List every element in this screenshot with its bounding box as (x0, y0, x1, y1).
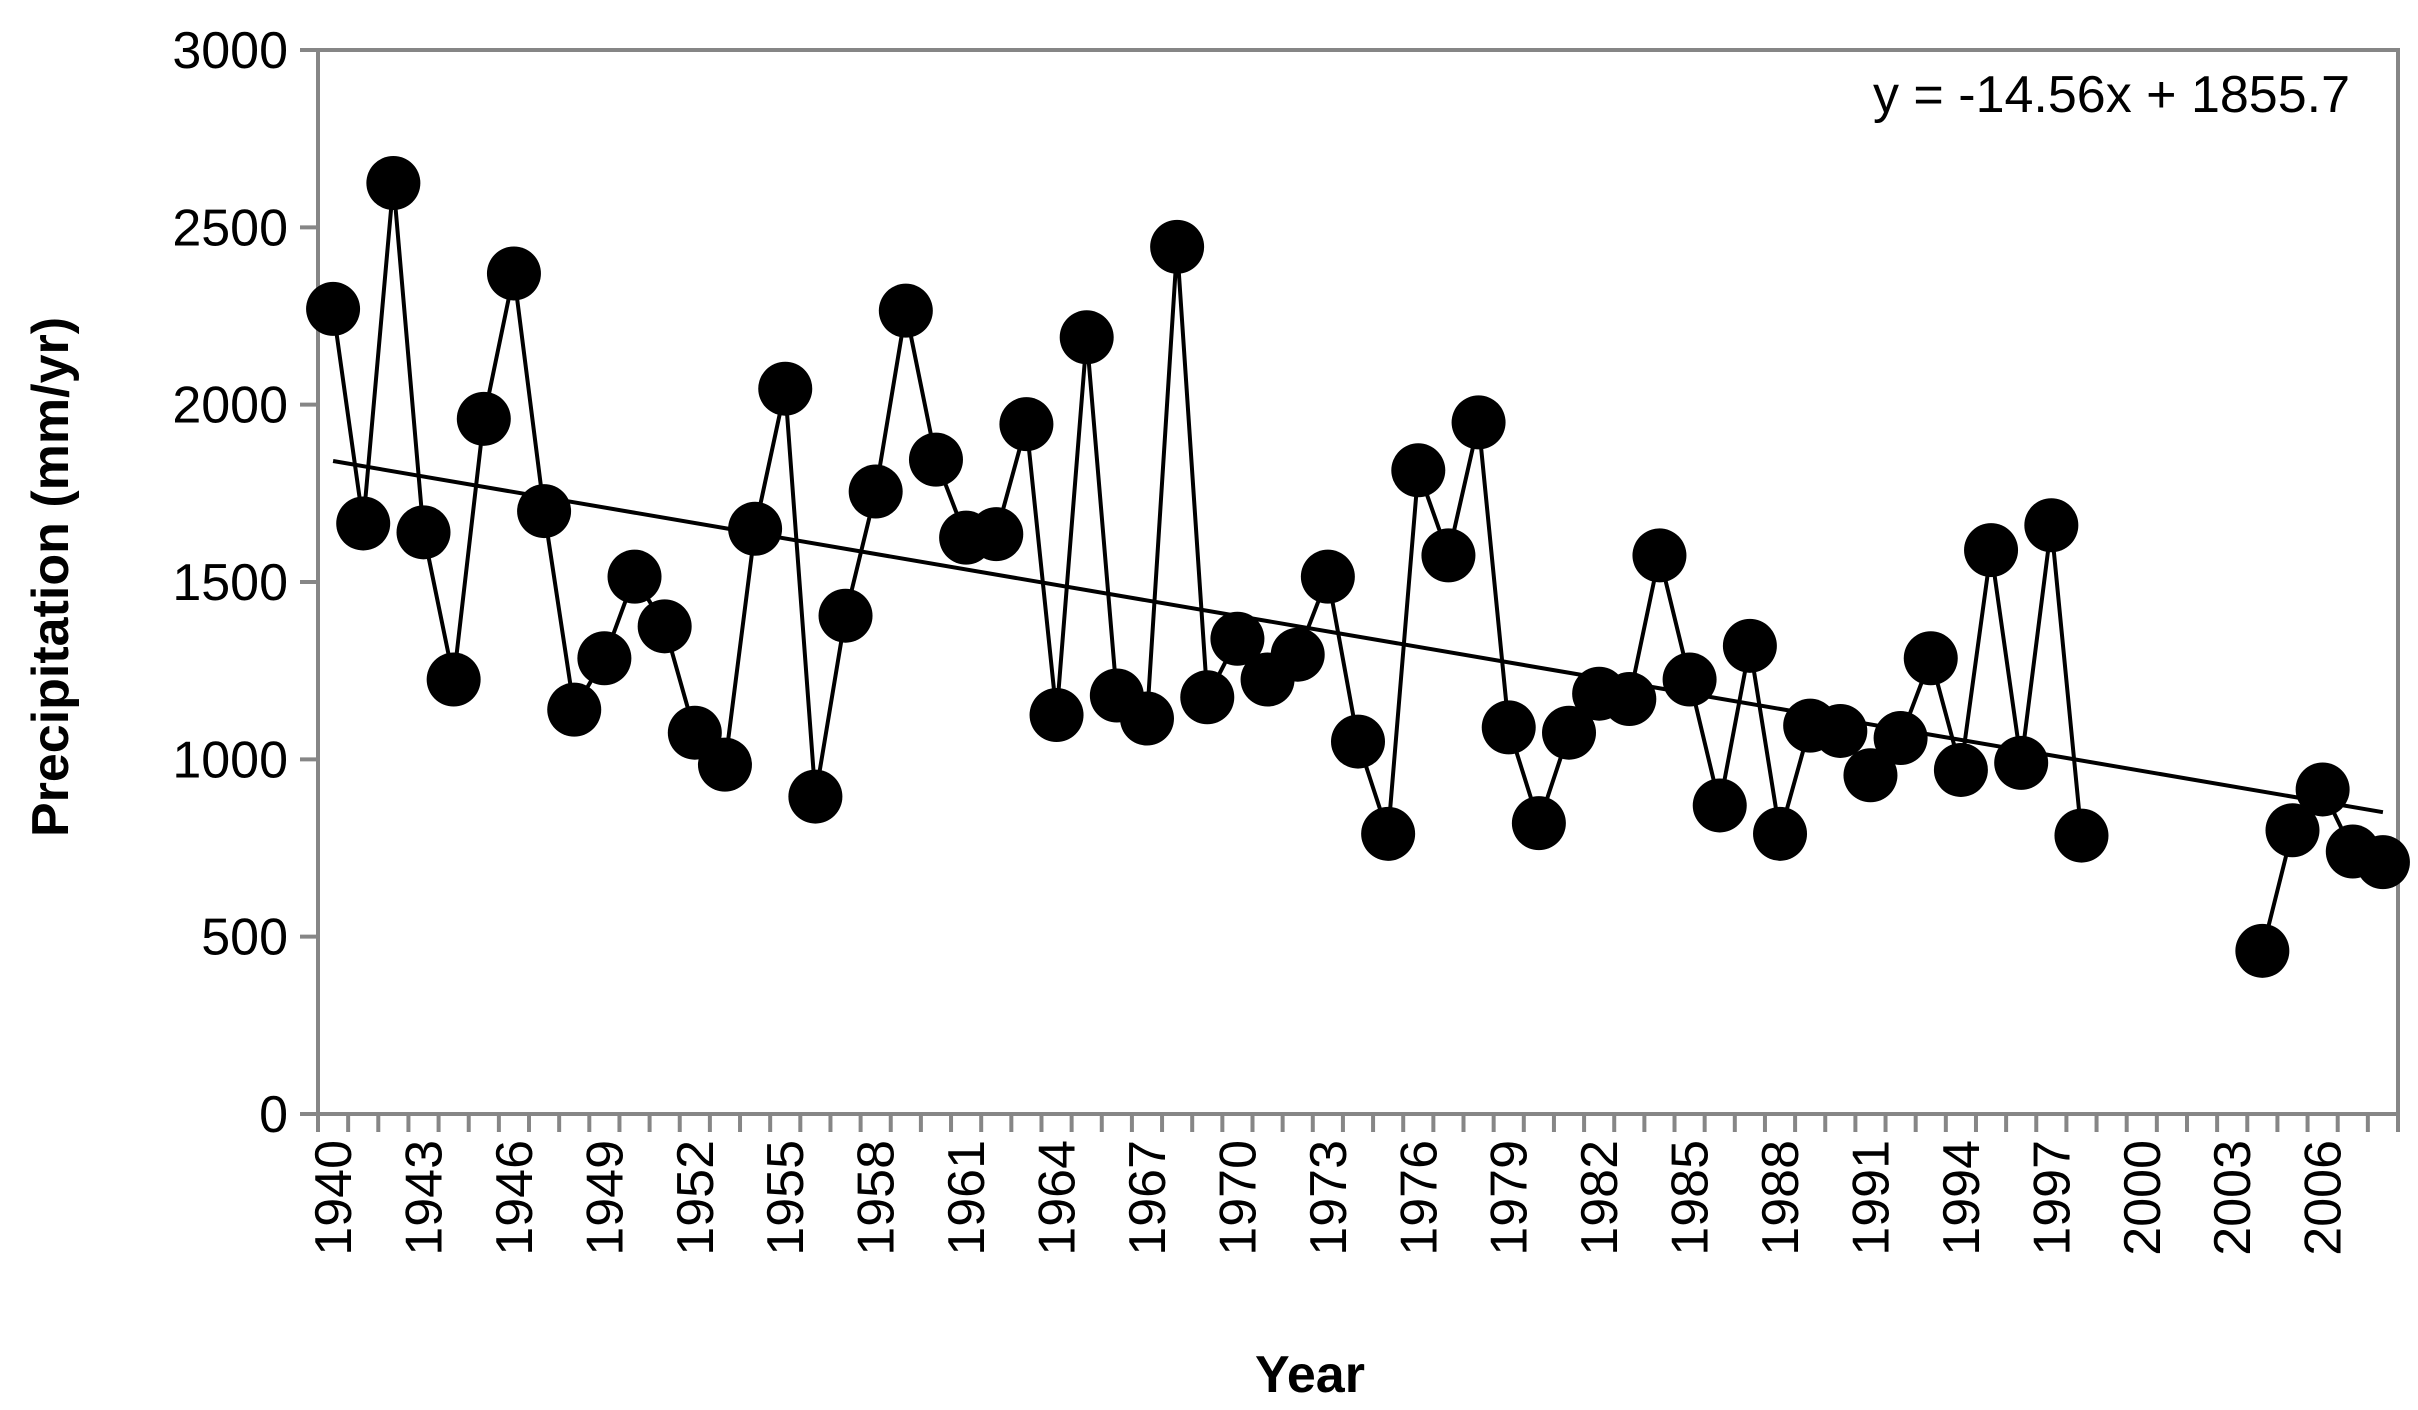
data-point (547, 682, 602, 737)
x-tick-label: 1940 (305, 1140, 363, 1256)
y-tick-label: 2000 (172, 377, 288, 435)
data-point (1451, 395, 1506, 450)
data-point (1903, 631, 1958, 686)
x-tick-label: 1979 (1481, 1140, 1539, 1256)
data-point (456, 391, 511, 446)
x-tick-label: 1997 (2023, 1140, 2081, 1256)
data-point (306, 281, 361, 336)
data-point (908, 432, 963, 487)
x-tick-label: 1955 (757, 1140, 815, 1256)
data-point (1059, 310, 1114, 365)
x-tick-label: 1958 (848, 1140, 906, 1256)
data-point (336, 496, 391, 551)
x-tick-label: 1943 (396, 1140, 454, 1256)
x-tick-label: 1991 (1842, 1140, 1900, 1256)
y-tick-label: 0 (259, 1086, 288, 1144)
data-point (1029, 688, 1084, 742)
data-point (969, 507, 1024, 562)
data-point (577, 631, 632, 686)
x-tick-label: 1961 (938, 1140, 996, 1256)
data-point (1210, 611, 1265, 666)
x-tick-label: 2000 (2114, 1140, 2172, 1256)
data-point (999, 397, 1054, 452)
data-point (1361, 806, 1416, 861)
x-tick-label: 1994 (1933, 1140, 1991, 1256)
x-axis-title: Year (1255, 1346, 1365, 1404)
data-point (1843, 748, 1898, 803)
x-tick-label: 2003 (2204, 1140, 2262, 1256)
data-point (396, 505, 451, 560)
data-point (2355, 835, 2410, 890)
data-point (1964, 523, 2019, 578)
x-tick-label: 1976 (1390, 1140, 1448, 1256)
data-point (1933, 742, 1988, 797)
y-tick-label: 3000 (172, 22, 288, 80)
data-point (2265, 803, 2320, 858)
data-point (2235, 923, 2290, 978)
data-point (1421, 528, 1476, 583)
data-point (758, 361, 813, 416)
series-markers (306, 156, 2410, 978)
data-point (1270, 627, 1325, 682)
data-point (728, 501, 783, 556)
data-point (517, 484, 572, 539)
y-tick-label: 500 (201, 909, 288, 967)
data-point (1994, 735, 2049, 790)
data-point (1542, 705, 1597, 760)
x-tick-label: 1949 (576, 1140, 634, 1256)
data-point (1873, 711, 1928, 766)
x-tick-label: 1982 (1571, 1140, 1629, 1256)
data-point (1692, 778, 1747, 833)
data-point (1300, 549, 1355, 604)
data-point (1150, 219, 1205, 274)
x-tick-label: 1970 (1209, 1140, 1267, 1256)
data-point (1753, 806, 1808, 861)
data-point (788, 769, 843, 824)
x-axis-ticks: 1940 1943 1946 1949 1952 1955 1958 1961 1964 1967… (305, 1114, 2400, 1256)
data-point (1813, 703, 1868, 758)
data-point (848, 464, 903, 519)
data-point (486, 246, 541, 301)
data-point (637, 599, 692, 654)
y-tick-label: 2500 (172, 199, 288, 257)
data-point (1391, 443, 1446, 498)
data-point (1119, 691, 1174, 746)
x-tick-label: 1985 (1662, 1140, 1720, 1256)
data-point (607, 549, 662, 604)
data-point (1481, 700, 1536, 755)
y-tick-label: 1500 (172, 554, 288, 612)
x-tick-label: 1973 (1300, 1140, 1358, 1256)
y-axis-ticks: 0 500 1000 1500 2000 2500 3000 (172, 22, 318, 1144)
data-point (697, 737, 752, 792)
x-tick-label: 1952 (667, 1140, 725, 1256)
data-point (366, 156, 421, 210)
y-axis-title: Precipitation (mm/yr) (22, 317, 80, 837)
data-point (1180, 670, 1235, 725)
data-point (1632, 528, 1687, 583)
data-point (878, 283, 933, 338)
x-tick-label: 2006 (2295, 1140, 2353, 1256)
data-point (1662, 652, 1717, 707)
data-point (1722, 618, 1777, 673)
x-tick-label: 1967 (1119, 1140, 1177, 1256)
y-tick-label: 1000 (172, 731, 288, 789)
data-point (426, 652, 481, 707)
x-tick-label: 1946 (486, 1140, 544, 1256)
data-point (2024, 498, 2079, 553)
data-point (1602, 672, 1657, 727)
data-point (1511, 796, 1566, 851)
data-point (2054, 808, 2109, 863)
data-point (818, 588, 873, 643)
x-tick-label: 1964 (1029, 1140, 1087, 1256)
x-tick-label: 1988 (1752, 1140, 1810, 1256)
trendline-equation: y = -14.56x + 1855.7 (1873, 66, 2350, 124)
data-point (1331, 714, 1385, 769)
data-point (2295, 762, 2350, 817)
